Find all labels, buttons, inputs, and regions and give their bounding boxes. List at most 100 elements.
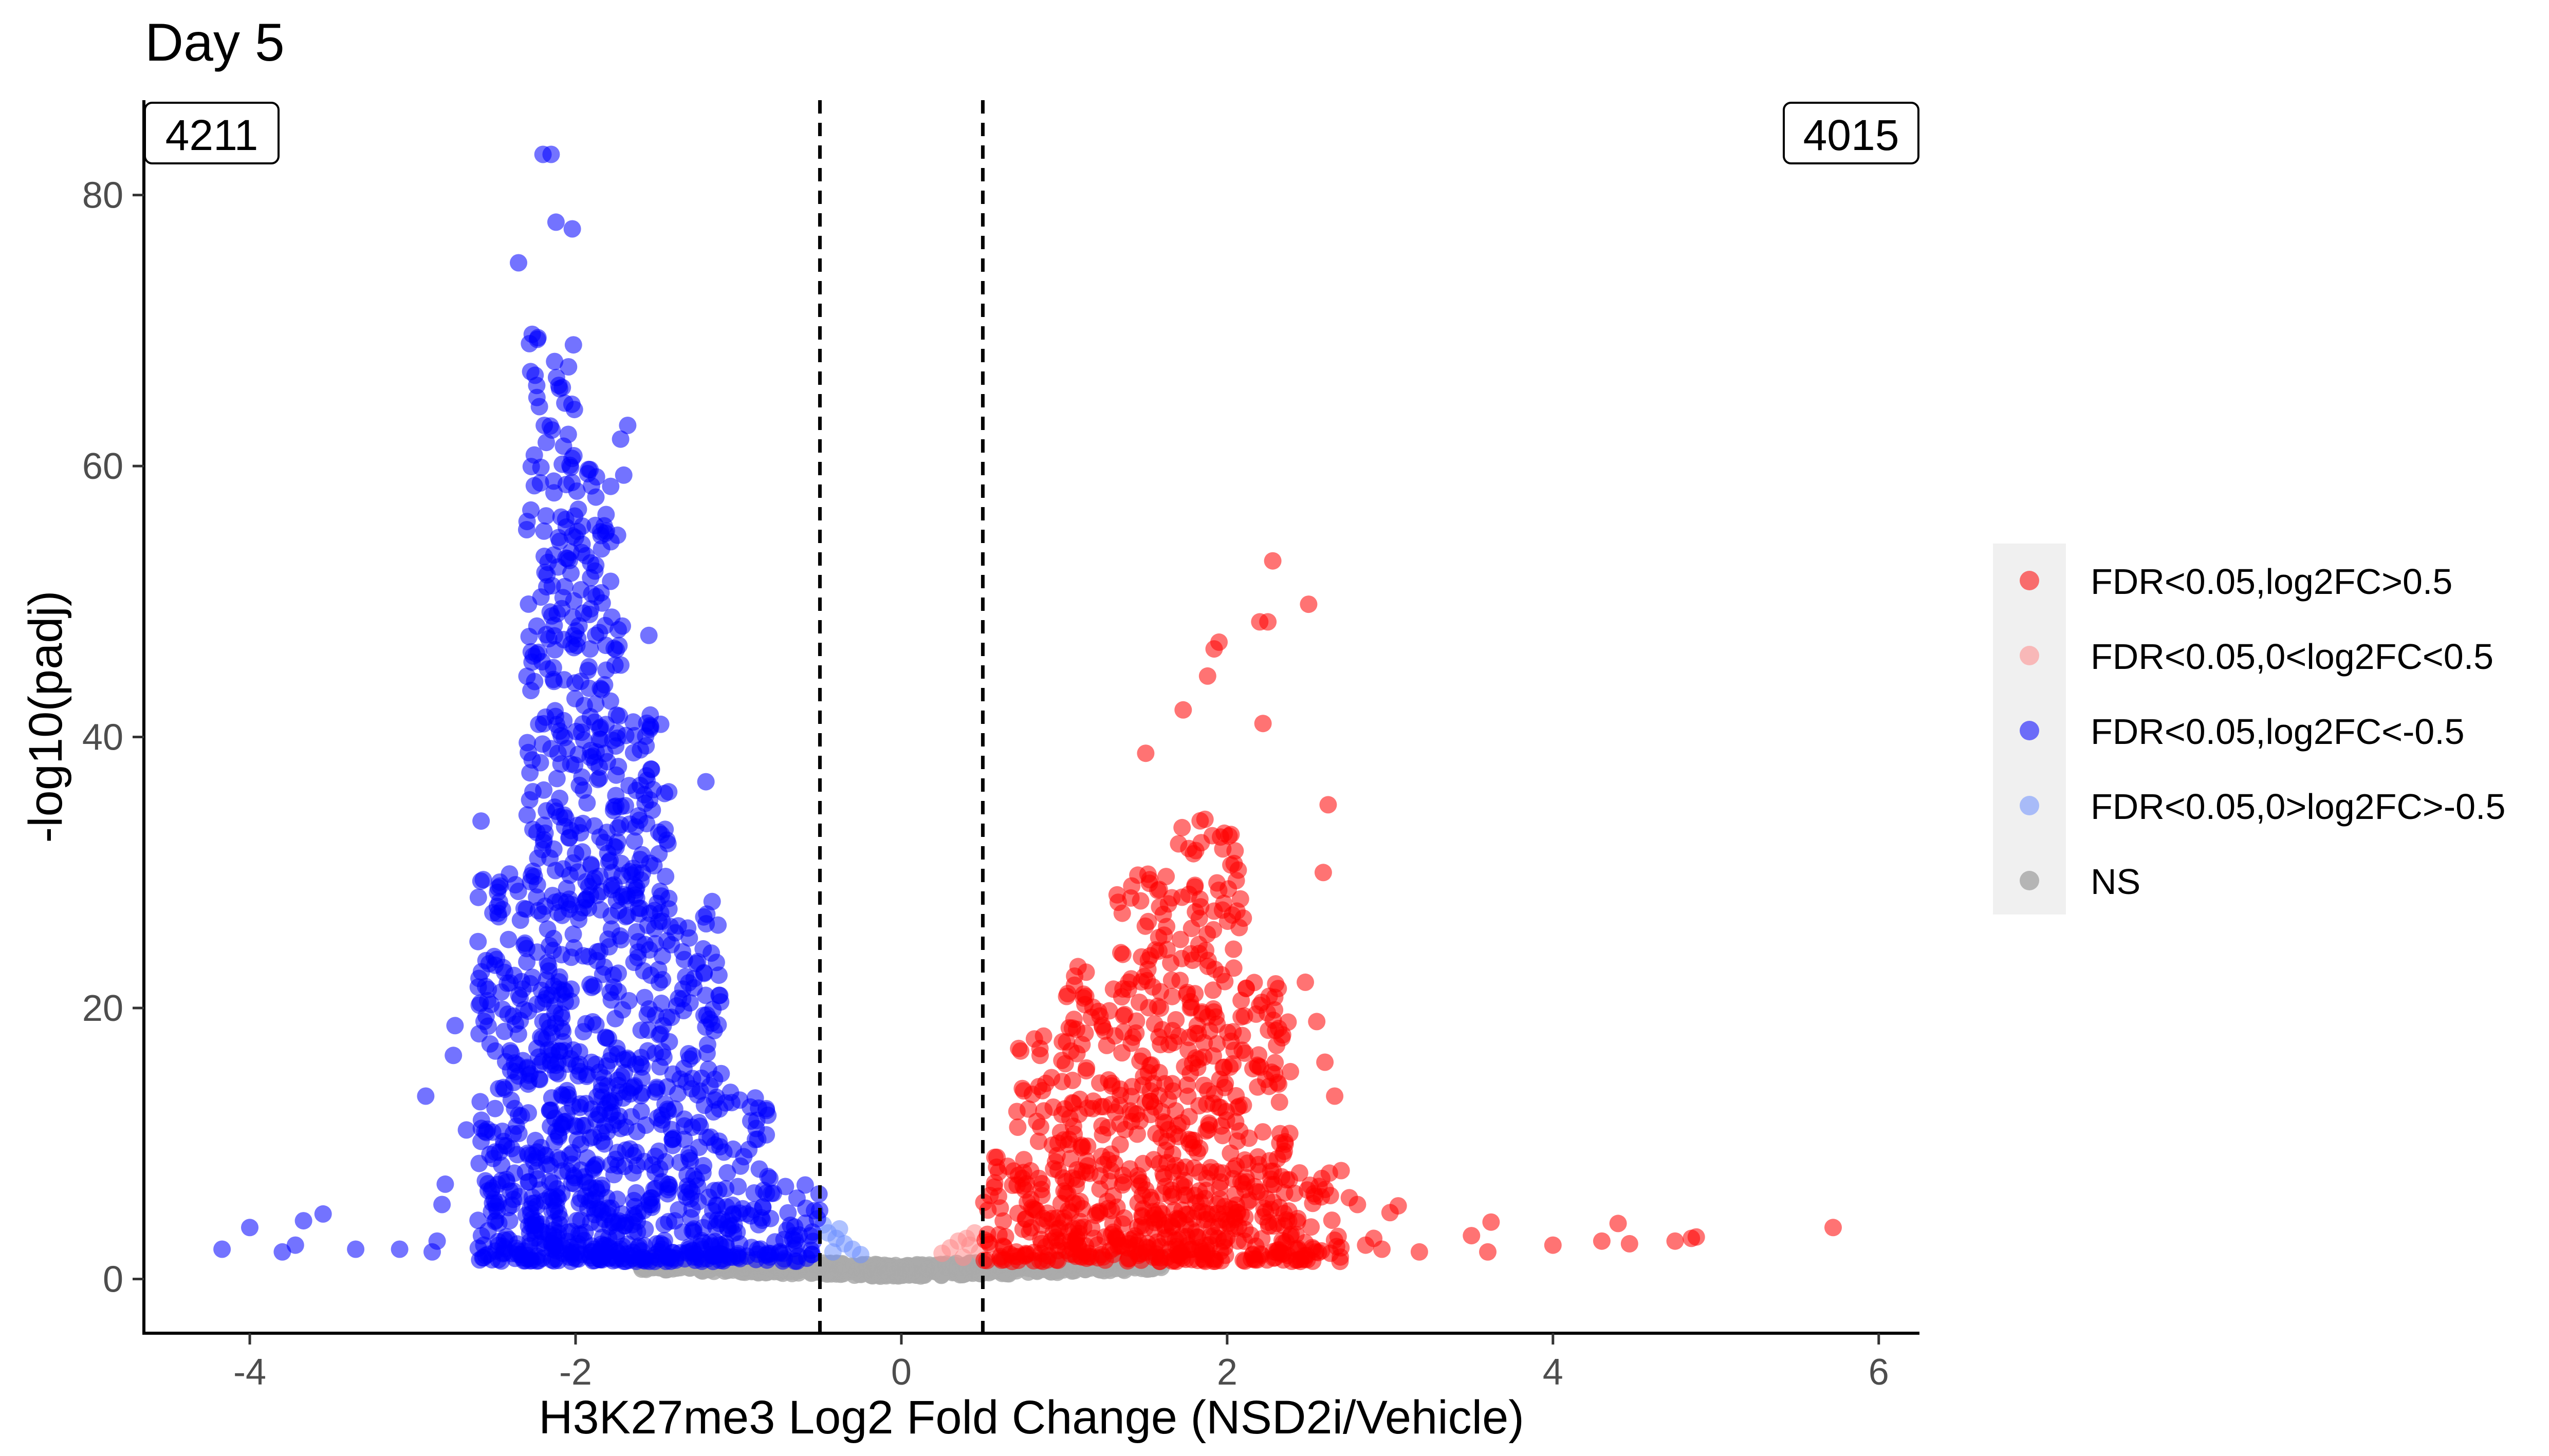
scatter-point [582,856,600,874]
scatter-point [489,879,507,897]
scatter-point [1145,1151,1163,1169]
series-3 [814,1216,870,1263]
scatter-point [579,1174,596,1191]
scatter-point [680,974,698,992]
scatter-point [994,1212,1012,1230]
scatter-point [681,1243,699,1261]
plot-area [213,145,1842,1285]
scatter-point [632,741,650,759]
scatter-point [600,1030,617,1048]
scatter-point [602,572,620,590]
scatter-point [555,712,573,730]
scatter-point [580,658,598,676]
scatter-point [1154,1185,1172,1203]
scatter-point [1286,1184,1303,1202]
scatter-point [1198,667,1216,685]
scatter-point [653,994,671,1012]
y-axis-label: -log10(padj) [20,591,72,843]
scatter-point [563,395,581,413]
scatter-point [587,695,605,713]
scatter-point [599,1094,617,1112]
scatter-point [545,484,563,502]
scatter-point [485,947,503,965]
scatter-point [1314,864,1332,882]
scatter-point [509,883,527,900]
scatter-point [543,577,561,595]
scatter-point [779,1204,797,1222]
scatter-point [602,533,620,551]
scatter-point [1242,1226,1260,1244]
scatter-point [1144,1203,1162,1221]
scatter-point [990,1226,1008,1244]
scatter-point [723,1094,741,1112]
scatter-point [1133,1217,1151,1235]
scatter-point [294,1212,312,1230]
scatter-point [607,838,625,856]
scatter-point [551,1209,569,1227]
scatter-point [529,849,547,867]
scatter-point [625,832,643,850]
scatter-point [641,706,659,724]
scatter-point [1276,1133,1294,1151]
scatter-point [1094,1126,1112,1144]
scatter-point [590,624,608,642]
scatter-point [620,992,638,1010]
scatter-point [605,640,623,657]
scatter-point [534,715,552,733]
scatter-point [1138,1238,1155,1256]
scatter-point [445,1047,463,1065]
scatter-point [609,621,627,639]
scatter-point [612,656,630,674]
scatter-point [286,1236,304,1254]
scatter-point [1236,1151,1254,1169]
scatter-point [1185,845,1203,863]
scatter-point [241,1219,258,1237]
scatter-point [718,1164,736,1182]
scatter-point [746,1131,764,1148]
scatter-point [640,626,658,644]
scatter-point [469,888,487,906]
scatter-point [586,1206,604,1224]
scatter-point [575,781,593,799]
scatter-point [797,1214,815,1232]
scatter-point [1216,973,1234,991]
scatter-point [644,780,662,798]
scatter-point [912,1265,930,1283]
scatter-point [629,1205,647,1222]
scatter-point [428,1232,446,1250]
scatter-point [1123,1113,1140,1130]
scatter-point [601,692,619,710]
scatter-point [1139,865,1157,883]
scatter-point [695,1156,713,1174]
chart-title: Day 5 [145,13,285,72]
scatter-point [729,1178,747,1196]
scatter-point [675,950,693,968]
scatter-point [1266,1065,1284,1083]
scatter-point [638,1006,656,1023]
scatter-point [493,1156,511,1174]
scatter-point [1135,1068,1153,1086]
scatter-point [1152,999,1169,1017]
scatter-point [698,1044,716,1062]
scatter-point [710,986,728,1004]
scatter-point [547,213,565,231]
scatter-point [1620,1235,1638,1253]
scatter-point [1666,1232,1684,1250]
scatter-point [570,1225,588,1243]
scatter-point [645,1180,663,1198]
scatter-point [562,564,580,582]
scatter-point [1075,1218,1093,1236]
scatter-point [504,1125,522,1143]
scatter-point [693,1069,711,1087]
scatter-point [1272,1243,1289,1261]
x-tick-label: 0 [891,1352,912,1393]
count-left: 4211 [165,111,258,159]
scatter-point [1108,1198,1126,1216]
scatter-point [632,1049,650,1067]
scatter-point [1025,1030,1043,1048]
scatter-point [519,1144,537,1162]
scatter-point [543,607,561,625]
scatter-point [933,1244,951,1262]
scatter-point [521,1065,539,1083]
